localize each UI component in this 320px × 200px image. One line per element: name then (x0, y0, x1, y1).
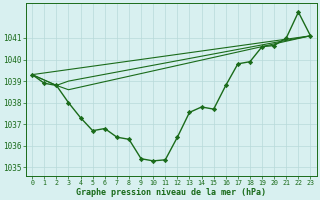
X-axis label: Graphe pression niveau de la mer (hPa): Graphe pression niveau de la mer (hPa) (76, 188, 266, 197)
